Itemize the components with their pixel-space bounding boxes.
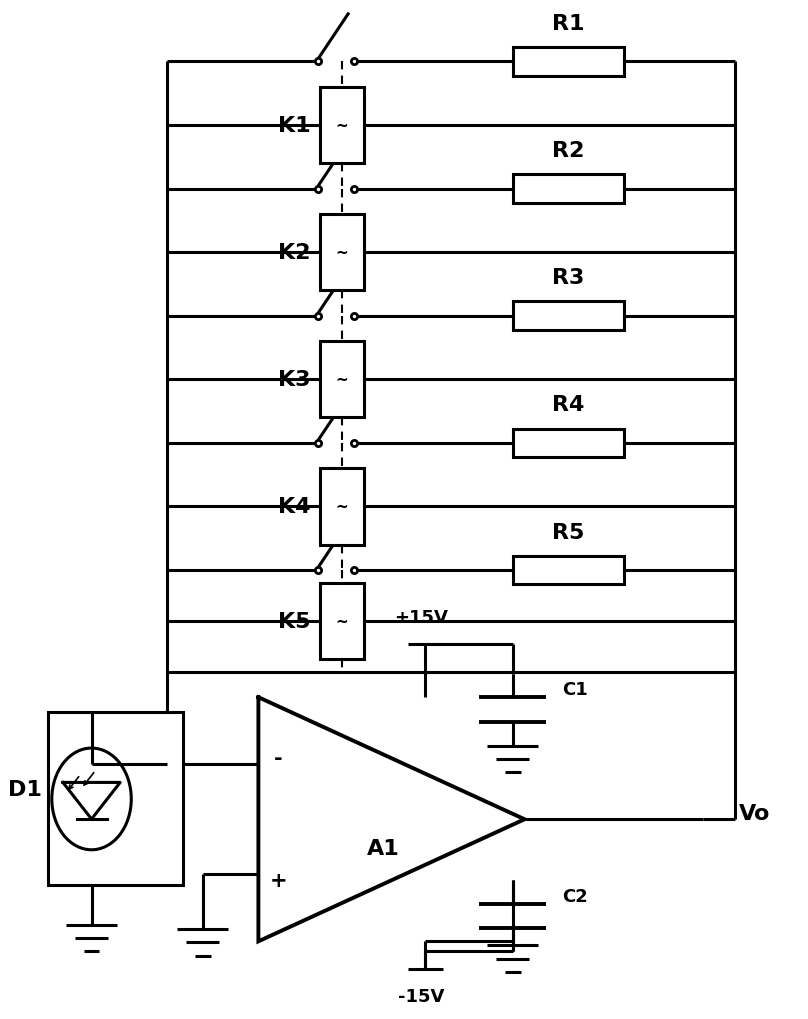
Bar [512,175,624,204]
Bar [512,556,624,585]
Bar [320,469,364,545]
Text: ~: ~ [335,372,348,387]
Bar [512,303,624,330]
Text: ~: ~ [335,613,348,629]
Text: R5: R5 [552,522,584,542]
Bar [320,583,364,659]
Text: C1: C1 [562,681,587,698]
Text: R2: R2 [552,141,584,161]
Bar [320,88,364,164]
Text: R3: R3 [552,268,584,288]
Text: -: - [274,749,283,768]
Text: ~: ~ [335,246,348,261]
Text: C2: C2 [562,887,587,905]
Text: ~: ~ [335,499,348,515]
Text: K5: K5 [278,611,310,632]
Text: +: + [269,870,287,891]
Bar [512,429,624,458]
Bar [512,48,624,76]
Text: K2: K2 [278,243,310,263]
Text: K1: K1 [278,116,310,136]
Text: -15V: -15V [398,987,444,1005]
Text: K4: K4 [278,497,310,517]
Text: K3: K3 [278,370,310,390]
Text: ~: ~ [335,118,348,133]
Text: R1: R1 [552,14,584,34]
Bar [320,215,364,291]
Bar [320,341,364,418]
Text: +15V: +15V [394,608,448,627]
Text: D1: D1 [7,779,41,799]
Text: A1: A1 [367,838,400,858]
Bar [48,712,183,886]
Text: R4: R4 [552,395,584,415]
Text: Vo: Vo [739,803,771,823]
